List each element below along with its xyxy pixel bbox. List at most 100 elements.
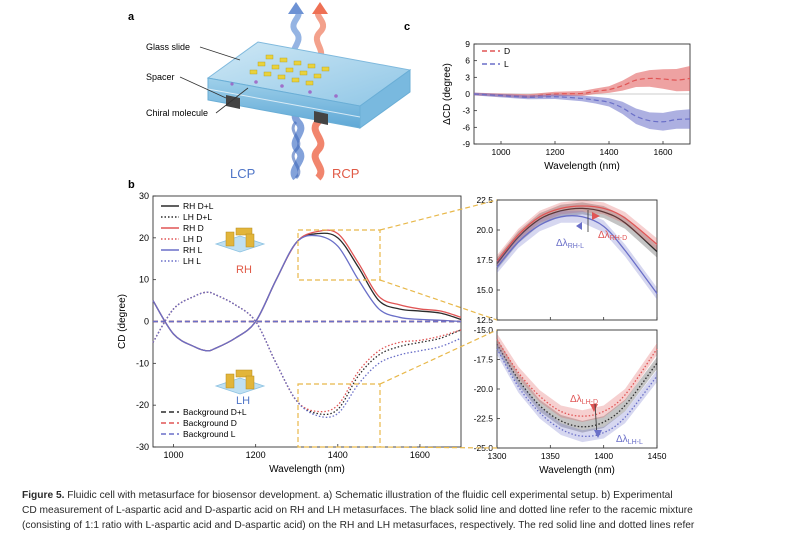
y-tick-label: 0 — [144, 317, 149, 327]
legend-entry: L — [504, 59, 509, 69]
chiral-molecules — [230, 80, 338, 98]
y-axis-label: CD (degree) — [117, 294, 128, 349]
legend-entry: Background D — [183, 418, 237, 428]
series-band-lh-d-l — [497, 338, 657, 433]
x-tick-label: 1000 — [492, 147, 511, 157]
x-tick-label: 1450 — [648, 451, 667, 461]
figure-caption: Figure 5. Fluidic cell with metasurface … — [22, 488, 782, 534]
panel-label-b: b — [128, 179, 135, 191]
legend-entry: Background L — [183, 429, 236, 439]
x-axis-label: Wavelength (nm) — [269, 464, 345, 475]
annotation-rh-d: ΔλRH-D — [587, 210, 627, 242]
y-tick-label: 17.5 — [476, 255, 493, 265]
panel-label-c: c — [404, 21, 410, 33]
x-tick-label: 1600 — [410, 450, 430, 460]
y-tick-label: 3 — [465, 72, 470, 82]
lcp-label: LCP — [230, 166, 255, 181]
legend-entry: RH D — [183, 223, 204, 233]
legend-entry: LH D — [183, 234, 202, 244]
legend-entry: D — [504, 46, 510, 56]
spacer-label: Spacer — [146, 72, 175, 82]
caption-line-3: (consisting of 1:1 ratio with L-aspartic… — [22, 520, 695, 532]
series-line-lh-d-l — [496, 343, 658, 428]
series-band-l — [474, 92, 690, 131]
x-tick-label: 1200 — [546, 147, 565, 157]
y-tick-label: 22.5 — [476, 195, 493, 205]
y-tick-label: 0 — [465, 89, 470, 99]
caption-line-1: Figure 5. Fluidic cell with metasurface … — [22, 490, 673, 501]
series-line-rh-l — [152, 234, 462, 352]
y-axis-label: ΔCD (degree) — [442, 63, 453, 125]
svg-text:ΔλRH-D: ΔλRH-D — [598, 230, 627, 242]
y-tick-label: 30 — [139, 191, 149, 201]
panel-label-a: a — [128, 11, 135, 23]
panel-a: a — [128, 2, 412, 181]
x-tick-label: 1350 — [541, 451, 560, 461]
metasurface-pattern — [249, 54, 330, 86]
y-tick-label: -15.0 — [474, 325, 494, 335]
y-tick-label: -6 — [462, 122, 470, 132]
legend-entry: LH D+L — [183, 212, 212, 222]
svg-text:ΔλLH-D: ΔλLH-D — [570, 394, 598, 406]
x-tick-label: 1300 — [488, 451, 507, 461]
x-tick-label: 1600 — [654, 147, 673, 157]
y-tick-label: -20.0 — [474, 384, 494, 394]
caption-line-2: CD measurement of L-aspartic acid and D-… — [22, 505, 693, 517]
y-tick-label: -25.0 — [474, 443, 494, 453]
x-tick-label: 1200 — [246, 450, 266, 460]
series-band-rh-d — [497, 200, 657, 268]
y-tick-label: -3 — [462, 106, 470, 116]
series-line-lh-l — [152, 291, 462, 418]
annotation-lh-l: ΔλLH-L — [594, 430, 643, 446]
series-band-rh-l — [497, 210, 657, 300]
y-tick-label: -22.5 — [474, 414, 494, 424]
caption-label: Figure 5. — [22, 490, 65, 501]
y-tick-label: 6 — [465, 56, 470, 66]
panel-b: b 1000 1200 1400 1600 -30 -20 -10 0 10 20 30 Wavele… — [117, 179, 667, 476]
legend-entry: RH D+L — [183, 201, 214, 211]
chiral-molecule-label: Chiral molecule — [146, 108, 208, 118]
series-line-lh-d — [496, 339, 658, 417]
x-tick-label: 1400 — [594, 451, 613, 461]
rcp-label: RCP — [332, 166, 359, 181]
zoom-connectors — [297, 199, 498, 449]
y-tick-label: 20 — [139, 233, 149, 243]
y-tick-label: -17.5 — [474, 355, 494, 365]
chart-c: 1000 1200 1400 1600 -9 -6 -3 0 3 6 9 Wavelength (nm… — [442, 39, 691, 172]
series-band-d — [474, 65, 690, 99]
y-tick-label: -20 — [136, 400, 149, 410]
y-tick-label: -30 — [136, 442, 149, 452]
x-tick-label: 1000 — [164, 450, 184, 460]
chart-b-zoom-rh: 12.5 15.0 17.5 20.0 22.5 — [476, 195, 658, 325]
rh-label: RH — [236, 264, 252, 276]
fluidic-cell — [206, 41, 412, 129]
y-tick-label: 9 — [465, 39, 470, 49]
y-tick-label: 20.0 — [476, 225, 493, 235]
x-tick-label: 1400 — [328, 450, 348, 460]
svg-text:ΔλRH-L: ΔλRH-L — [556, 238, 584, 250]
legend-entry: RH L — [183, 245, 203, 255]
series-line-rh-d — [496, 205, 658, 262]
chart-b-main: 1000 1200 1400 1600 -30 -20 -10 0 10 20 30 Waveleng… — [117, 191, 462, 475]
glass-slide-label: Glass slide — [146, 42, 190, 52]
rh-inset: RH — [214, 227, 266, 276]
y-tick-label: 15.0 — [476, 285, 493, 295]
y-tick-label: -9 — [462, 139, 470, 149]
x-tick-label: 1400 — [600, 147, 619, 157]
figure-canvas: a — [117, 2, 691, 476]
series-band-lh-l — [497, 342, 657, 443]
series-line-lh-l — [496, 348, 658, 437]
chart-b-zoom-lh: 1300 1350 1400 1450 -25.0 -22.5 -20.0 -17.5 -15.… — [474, 325, 667, 476]
panel-c: c 1000 1200 1400 1600 -9 -6 -3 0 3 6 9 Wavelength (… — [404, 21, 691, 172]
annotation-rh-l: ΔλRH-L — [556, 222, 584, 250]
y-tick-label: 12.5 — [476, 315, 493, 325]
lh-label: LH — [236, 395, 250, 407]
series-line-rh-d-l — [496, 207, 658, 265]
series-line-l — [473, 93, 691, 123]
y-tick-label: 10 — [139, 275, 149, 285]
svg-text:ΔλLH-L: ΔλLH-L — [616, 434, 643, 446]
x-axis-label: Wavelength (nm) — [544, 161, 620, 172]
legend-entry: Background D+L — [183, 407, 247, 417]
lh-inset: LH — [214, 369, 266, 407]
y-tick-label: -10 — [136, 358, 149, 368]
